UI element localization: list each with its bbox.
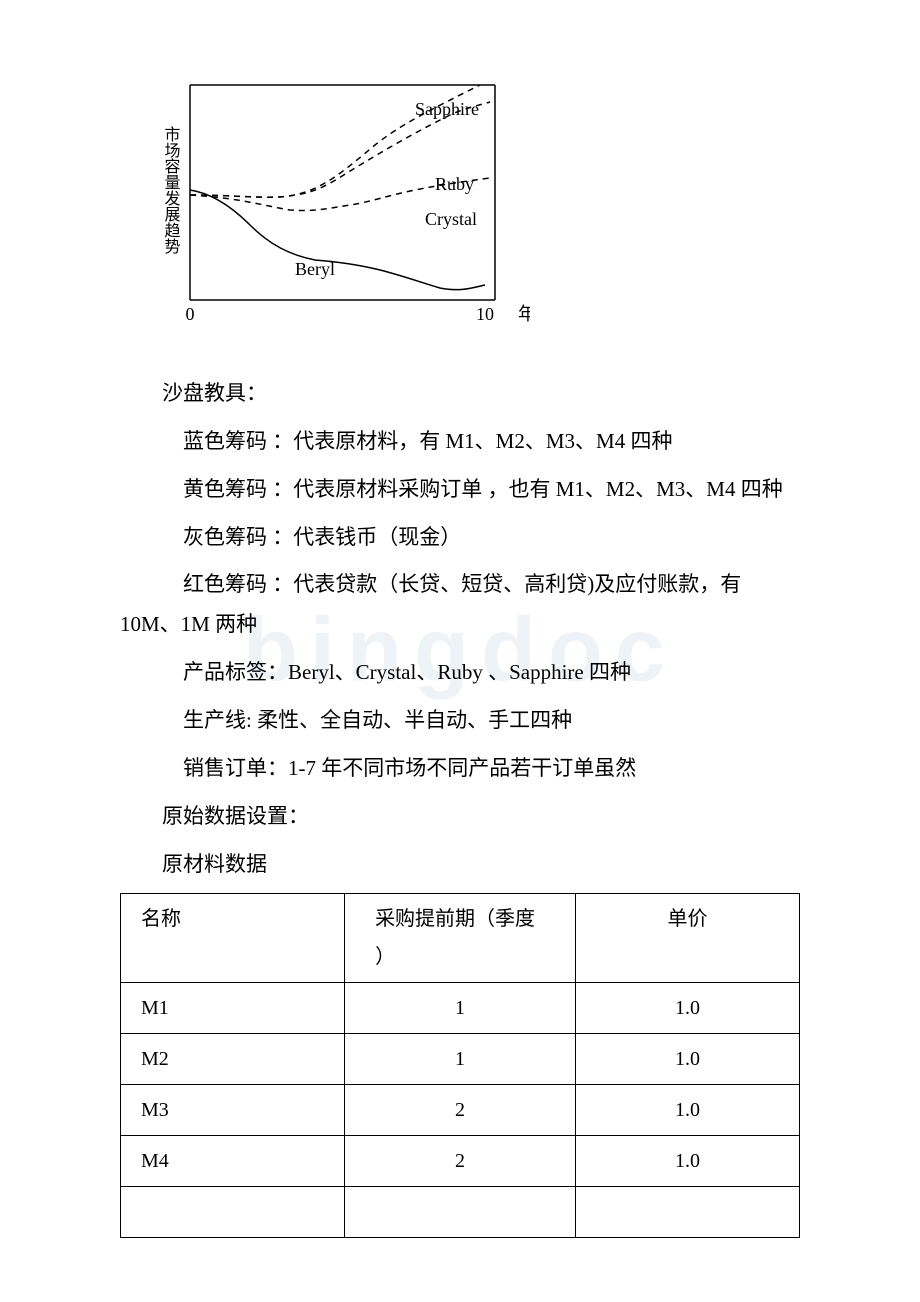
cell-price: 1.0 — [575, 1135, 799, 1186]
x-axis-end: 10 — [476, 304, 494, 324]
cell-name: M4 — [121, 1135, 345, 1186]
table-row: M321.0 — [121, 1084, 800, 1135]
cell-lead: 1 — [345, 1033, 576, 1084]
y-axis-label: 市场容量发展趋势 — [162, 126, 181, 255]
table-row: M421.0 — [121, 1135, 800, 1186]
cell-price: 1.0 — [575, 1033, 799, 1084]
series-beryl — [190, 190, 485, 290]
cell-lead: 2 — [345, 1135, 576, 1186]
tool-item: 产品标签：Beryl、Crystal、Ruby 、Sapphire 四种 — [120, 653, 800, 693]
cell-price: 1.0 — [575, 982, 799, 1033]
x-axis-label: 年份 — [518, 304, 530, 324]
header-price: 单价 — [575, 893, 799, 982]
cell-name: M1 — [121, 982, 345, 1033]
table-row — [121, 1186, 800, 1237]
chart-svg: 市场容量发展趋势 SapphireRubyCrystalBeryl 0 10 年… — [150, 60, 530, 330]
raw-material-table: 名称 采购提前期（季度） 单价 M111.0M211.0M321.0M421.0 — [120, 893, 800, 1238]
cell-price — [575, 1186, 799, 1237]
tool-item: 灰色筹码 ：代表钱币（现金） — [120, 518, 800, 558]
document-content: 市场容量发展趋势 SapphireRubyCrystalBeryl 0 10 年… — [120, 60, 800, 1238]
cell-lead — [345, 1186, 576, 1237]
tool-item: 红色筹码 ：代表贷款（长贷、短贷、高利贷)及应付账款，有 10M、1M 两种 — [120, 565, 800, 645]
table-header-row: 名称 采购提前期（季度） 单价 — [121, 893, 800, 982]
tool-item: 销售订单：1-7 年不同市场不同产品若干订单虽然 — [120, 749, 800, 789]
header-lead: 采购提前期（季度） — [345, 893, 576, 982]
series-label-beryl: Beryl — [295, 259, 335, 279]
series-label-crystal: Crystal — [425, 209, 477, 229]
data-setup-title: 原始数据设置： — [120, 797, 800, 837]
cell-name: M3 — [121, 1084, 345, 1135]
cell-name: M2 — [121, 1033, 345, 1084]
cell-name — [121, 1186, 345, 1237]
tool-item: 黄色筹码 ：代表原材料采购订单 ，也有 M1、M2、M3、M4 四种 — [120, 470, 800, 510]
tool-item: 生产线: 柔性、全自动、半自动、手工四种 — [120, 701, 800, 741]
teaching-tools-title: 沙盘教具： — [120, 374, 800, 414]
series-label-ruby: Ruby — [435, 174, 474, 194]
cell-lead: 1 — [345, 982, 576, 1033]
x-axis-start: 0 — [186, 304, 195, 324]
raw-material-title: 原材料数据 — [120, 845, 800, 885]
cell-price: 1.0 — [575, 1084, 799, 1135]
table-row: M211.0 — [121, 1033, 800, 1084]
tool-item: 蓝色筹码 ：代表原材料，有 M1、M2、M3、M4 四种 — [120, 422, 800, 462]
table-row: M111.0 — [121, 982, 800, 1033]
market-trend-chart: 市场容量发展趋势 SapphireRubyCrystalBeryl 0 10 年… — [150, 60, 800, 344]
header-name: 名称 — [121, 893, 345, 982]
cell-lead: 2 — [345, 1084, 576, 1135]
